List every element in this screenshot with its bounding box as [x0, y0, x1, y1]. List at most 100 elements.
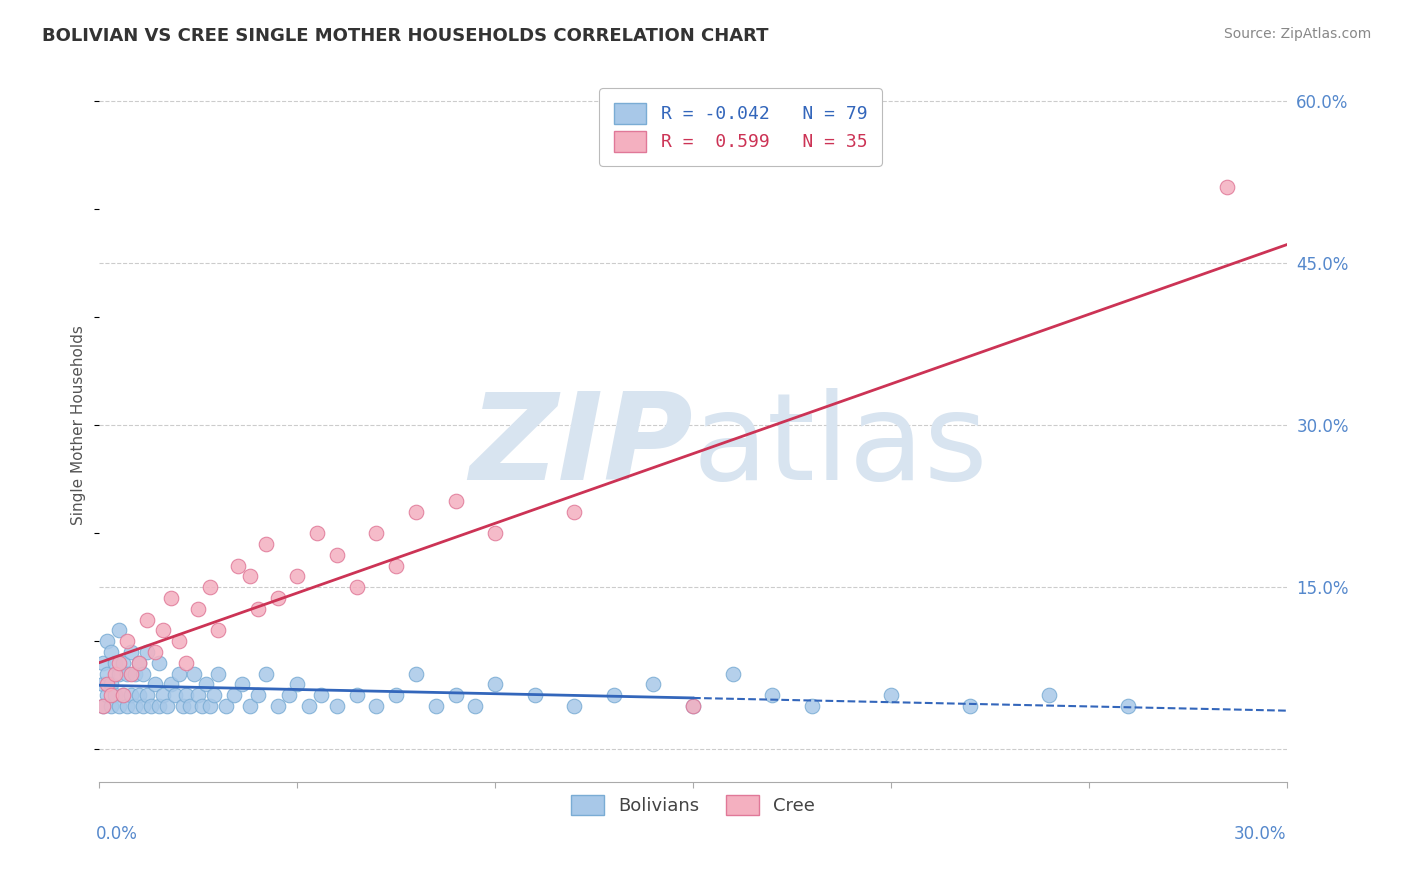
Point: [309, 688, 332, 702]
Text: ZIP: ZIP: [470, 388, 693, 505]
Point: [104, 666, 127, 681]
Point: [880, 688, 903, 702]
Point: [562, 699, 585, 714]
Text: Source: ZipAtlas.com: Source: ZipAtlas.com: [1223, 27, 1371, 41]
Point: [326, 548, 349, 562]
Point: [285, 569, 308, 583]
Point: [254, 666, 277, 681]
Point: [112, 688, 135, 702]
Point: [100, 677, 122, 691]
Point: [239, 569, 262, 583]
Point: [195, 677, 218, 691]
Point: [112, 656, 135, 670]
Point: [176, 656, 198, 670]
Point: [128, 688, 150, 702]
Point: [187, 688, 209, 702]
Point: [425, 699, 447, 714]
Point: [135, 688, 157, 702]
Point: [96, 677, 118, 691]
Point: [143, 645, 166, 659]
Point: [115, 634, 138, 648]
Point: [246, 688, 269, 702]
Point: [231, 677, 253, 691]
Point: [1116, 699, 1139, 714]
Legend: Bolivians, Cree: Bolivians, Cree: [564, 788, 823, 822]
Text: atlas: atlas: [693, 388, 988, 505]
Point: [326, 699, 349, 714]
Point: [159, 677, 181, 691]
Point: [222, 688, 245, 702]
Point: [523, 688, 546, 702]
Text: 30.0%: 30.0%: [1234, 825, 1286, 843]
Point: [120, 688, 142, 702]
Point: [115, 699, 138, 714]
Point: [128, 656, 150, 670]
Point: [108, 656, 131, 670]
Point: [562, 504, 585, 518]
Point: [366, 526, 388, 541]
Point: [100, 688, 122, 702]
Point: [93, 677, 115, 691]
Point: [167, 666, 190, 681]
Point: [120, 666, 142, 681]
Point: [202, 688, 225, 702]
Point: [183, 666, 205, 681]
Point: [132, 666, 155, 681]
Point: [307, 526, 329, 541]
Point: [124, 666, 146, 681]
Point: [346, 580, 368, 594]
Point: [385, 558, 408, 573]
Point: [135, 645, 157, 659]
Point: [603, 688, 626, 702]
Point: [112, 688, 135, 702]
Point: [148, 699, 170, 714]
Point: [298, 699, 321, 714]
Point: [682, 699, 704, 714]
Point: [93, 699, 115, 714]
Point: [104, 688, 127, 702]
Point: [761, 688, 783, 702]
Point: [246, 602, 269, 616]
Point: [187, 602, 209, 616]
Point: [104, 656, 127, 670]
Point: [143, 677, 166, 691]
Point: [108, 624, 131, 638]
Point: [643, 677, 665, 691]
Point: [444, 493, 467, 508]
Point: [200, 699, 222, 714]
Point: [172, 699, 194, 714]
Point: [207, 624, 229, 638]
Point: [93, 699, 115, 714]
Point: [96, 688, 118, 702]
Point: [100, 645, 122, 659]
Point: [93, 656, 115, 670]
Point: [266, 699, 288, 714]
Point: [100, 699, 122, 714]
Point: [191, 699, 214, 714]
Point: [366, 699, 388, 714]
Y-axis label: Single Mother Households: Single Mother Households: [72, 326, 86, 525]
Point: [132, 699, 155, 714]
Point: [96, 634, 118, 648]
Point: [176, 688, 198, 702]
Point: [800, 699, 823, 714]
Point: [215, 699, 238, 714]
Point: [278, 688, 301, 702]
Point: [163, 688, 186, 702]
Point: [464, 699, 486, 714]
Point: [152, 624, 174, 638]
Point: [167, 634, 190, 648]
Point: [159, 591, 181, 605]
Point: [226, 558, 249, 573]
Point: [682, 699, 704, 714]
Point: [405, 666, 427, 681]
Point: [444, 688, 467, 702]
Point: [128, 656, 150, 670]
Point: [120, 645, 142, 659]
Point: [207, 666, 229, 681]
Point: [96, 666, 118, 681]
Point: [152, 688, 174, 702]
Point: [200, 580, 222, 594]
Point: [254, 537, 277, 551]
Point: [484, 526, 506, 541]
